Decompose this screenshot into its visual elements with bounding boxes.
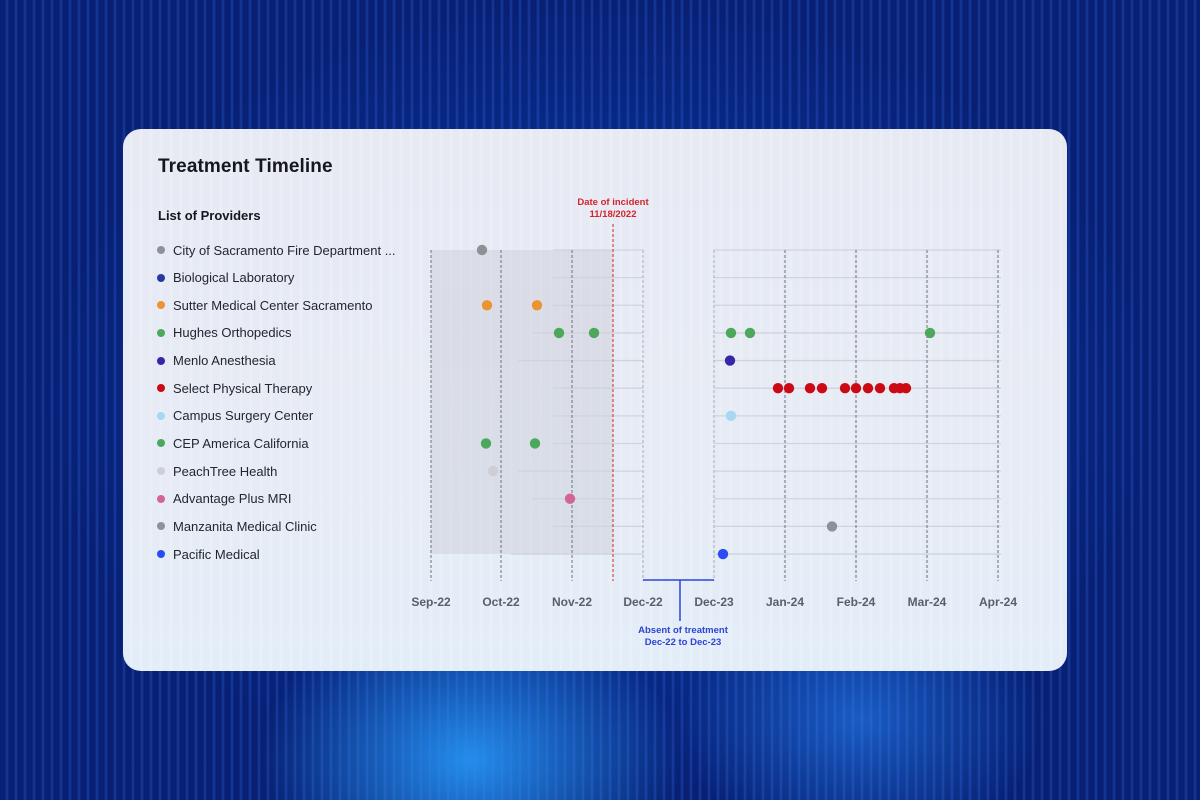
legend-dot-icon	[157, 356, 165, 365]
provider-item: Select Physical Therapy	[157, 379, 312, 397]
visit-dot	[553, 327, 565, 339]
provider-item: Campus Surgery Center	[157, 407, 313, 425]
legend-dot-icon	[157, 246, 165, 254]
legend-dot-icon	[157, 439, 165, 448]
visit-dot	[487, 465, 499, 477]
x-tick-label: Apr-24	[978, 595, 1018, 609]
provider-name: Sutter Medical Center Sacramento	[173, 297, 373, 313]
provider-item: Pacific Medical	[157, 545, 260, 563]
x-tick-label: Jan-24	[765, 595, 805, 609]
provider-item: PeachTree Health	[157, 462, 277, 480]
visit-dot	[744, 327, 756, 339]
visit-dot	[481, 300, 493, 311]
legend-dot-icon	[157, 494, 165, 503]
provider-name: Biological Laboratory	[173, 270, 295, 286]
visit-dot	[850, 383, 862, 394]
x-tick-label: Dec-23	[694, 595, 734, 609]
provider-item: Menlo Anesthesia	[157, 352, 276, 370]
providers-heading: List of Providers	[158, 208, 261, 223]
visit-dot	[529, 438, 541, 449]
absent-title: Absent of treatment	[638, 625, 728, 636]
incident-title: Date of incident	[577, 197, 649, 208]
provider-name: Hughes Orthopedics	[173, 325, 292, 341]
legend-dot-icon	[157, 411, 165, 420]
incident-date: 11/18/2022	[589, 209, 637, 220]
legend-dot-icon	[157, 273, 165, 282]
provider-name: City of Sacramento Fire Department ...	[173, 242, 396, 258]
provider-item: Biological Laboratory	[157, 269, 294, 287]
provider-item: Hughes Orthopedics	[157, 324, 292, 342]
provider-item: City of Sacramento Fire Department ...	[157, 241, 396, 259]
card-title: Treatment Timeline	[158, 156, 333, 177]
provider-item: Manzanita Medical Clinic	[157, 517, 317, 535]
legend-dot-icon	[157, 522, 165, 531]
visit-dot	[862, 383, 874, 394]
legend-dot-icon	[157, 384, 165, 393]
provider-item: CEP America California	[157, 434, 309, 452]
visit-dot	[783, 383, 795, 394]
x-tick-label: Nov-22	[551, 595, 593, 609]
visit-dot	[725, 327, 737, 339]
visit-dot	[588, 327, 600, 339]
x-tick-label: Dec-22	[623, 595, 663, 609]
visit-dot	[839, 383, 851, 394]
visit-dot	[724, 355, 736, 366]
visit-dot	[826, 521, 838, 532]
provider-name: PeachTree Health	[173, 463, 278, 479]
provider-name: Manzanita Medical Clinic	[173, 518, 317, 534]
visit-dot	[564, 493, 576, 504]
visit-dot	[717, 548, 729, 560]
visit-dot	[725, 410, 737, 422]
provider-item: Advantage Plus MRI	[157, 490, 292, 508]
provider-name: Menlo Anesthesia	[173, 353, 276, 369]
legend-dot-icon	[157, 467, 165, 476]
provider-name: CEP America California	[173, 435, 309, 451]
timeline-chart: Date of incident 11/18/2022 Absent of tr…	[123, 129, 1067, 671]
absent-range: Dec-22 to Dec-23	[644, 637, 722, 648]
provider-name: Select Physical Therapy	[173, 380, 313, 396]
legend-dot-icon	[157, 301, 165, 310]
visit-dot	[804, 383, 816, 394]
visit-dot	[874, 383, 886, 394]
legend-dot-icon	[157, 550, 165, 559]
x-tick-label: Sep-22	[411, 595, 451, 609]
visit-dot	[476, 244, 488, 256]
visit-dot	[480, 438, 492, 449]
visit-dot	[816, 383, 828, 394]
x-tick-label: Oct-22	[482, 595, 520, 609]
visit-dot	[531, 300, 543, 311]
provider-name: Pacific Medical	[173, 546, 260, 562]
provider-name: Campus Surgery Center	[173, 408, 314, 424]
chart-plot-area	[430, 224, 1001, 621]
visit-dot	[924, 327, 936, 339]
provider-name: Advantage Plus MRI	[173, 491, 292, 507]
legend-dot-icon	[157, 328, 165, 337]
absent-annotation: Absent of treatment Dec-22 to Dec-23	[638, 625, 728, 649]
x-tick-label: Feb-24	[836, 595, 876, 609]
incident-annotation: Date of incident 11/18/2022	[577, 197, 648, 221]
provider-item: Sutter Medical Center Sacramento	[157, 296, 372, 314]
pre-incident-shade	[431, 250, 613, 555]
treatment-timeline-card: Treatment Timeline List of Providers Dat…	[123, 129, 1067, 671]
x-tick-label: Mar-24	[907, 595, 947, 609]
visit-dot	[772, 383, 784, 394]
visit-dot	[900, 383, 912, 394]
